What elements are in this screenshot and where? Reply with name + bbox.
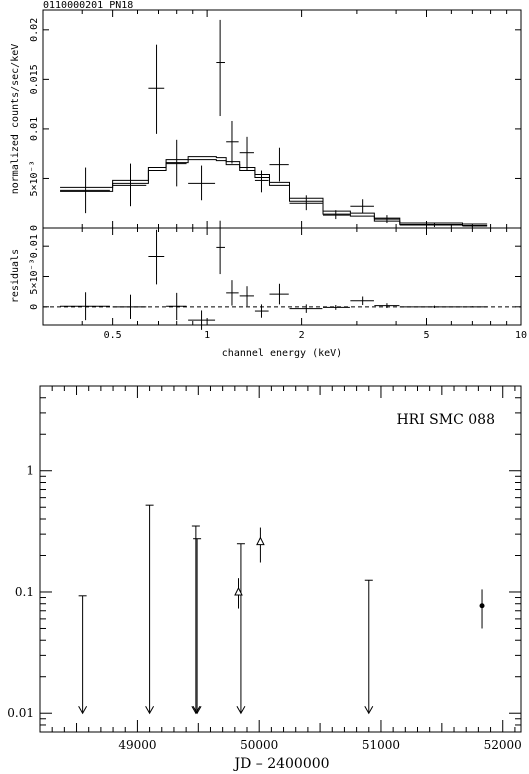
residuals-data-point <box>216 220 225 275</box>
upper-limit-arrow <box>191 705 201 715</box>
spectrum-y-tick-label: 0.01 <box>29 117 40 141</box>
residuals-data-point <box>323 304 350 310</box>
lightcurve-dot-detection <box>479 589 485 629</box>
lightcurve-triangle-detection <box>256 527 265 563</box>
residuals-data-point <box>269 283 289 305</box>
residuals-data-point <box>399 305 463 309</box>
lightcurve-upper-limit <box>364 579 374 715</box>
upper-limit-arrow <box>236 705 246 715</box>
spectrum-data-point <box>289 195 323 211</box>
lightcurve-upper-limit <box>192 538 202 715</box>
spectrum-title: 0110000201 PN18 <box>43 0 133 11</box>
lightcurve-x-tick-label: 50000 <box>240 738 278 752</box>
lightcurve-y-tick-label: 0.01 <box>7 706 34 720</box>
spectrum-data-point <box>60 167 110 214</box>
lightcurve-upper-limit <box>191 525 201 715</box>
residuals-ylabel: residuals <box>10 249 21 303</box>
spectrum-y-tick-label: 5×10⁻³ <box>29 160 40 196</box>
spectrum-data-point <box>374 215 400 224</box>
spectrum-y-ticks: 0 5×10⁻³ 0.01 0.015 0.02 <box>29 10 522 231</box>
residuals-data-point <box>350 296 374 305</box>
lightcurve-x-tick-label: 49000 <box>118 738 156 752</box>
residuals-data-point <box>289 304 323 313</box>
residuals-data-point <box>226 280 239 306</box>
residuals-data-point <box>148 229 165 285</box>
triangle-marker <box>234 586 243 596</box>
residuals-data-points <box>60 220 488 330</box>
residuals-y-tick-label: 5×10⁻³ <box>29 258 40 294</box>
spectrum-model-step-a <box>60 159 488 227</box>
lightcurve-upper-limit <box>145 504 155 715</box>
spectrum-y-tick-label: 0.02 <box>29 18 40 42</box>
spectrum-model <box>60 156 488 227</box>
spectrum-data-point <box>148 44 165 134</box>
upper-limit-arrow <box>364 705 374 715</box>
spectrum-data-point <box>254 170 269 193</box>
spectrum-data-point <box>166 139 187 187</box>
lightcurve-upper-limit <box>78 595 88 715</box>
spectrum-data-points <box>60 19 488 228</box>
spectrum-data-point <box>112 163 147 207</box>
spectrum-y-tick-label: 0 <box>29 225 40 231</box>
upper-limit-arrow <box>192 705 202 715</box>
residuals-y-tick-label: 0 <box>29 304 40 310</box>
residuals-data-point <box>60 292 110 321</box>
spectrum-frame <box>42 9 522 229</box>
spectrum-ylabel: normalized counts/sec/keV <box>10 44 21 195</box>
residuals-y-tick-label: 0.01 <box>29 234 40 258</box>
spectrum-data-point <box>239 136 254 171</box>
lightcurve-xlabel: JD – 2400000 <box>232 756 329 772</box>
lightcurve-data-points <box>78 504 485 715</box>
residuals-xlabel: channel energy (keV) <box>222 348 342 359</box>
residuals-data-point <box>112 294 147 319</box>
dot-marker <box>479 603 485 609</box>
spectrum-model-step-b <box>60 156 488 225</box>
spectrum-data-point <box>216 19 225 117</box>
residuals-x-tick-label: 0.5 <box>104 330 122 341</box>
spectrum-data-point <box>226 120 239 164</box>
upper-limit-arrow <box>145 705 155 715</box>
lightcurve-y-tick-label: 0.1 <box>15 585 34 599</box>
residuals-x-ticks: 0.5 1 2 5 10 <box>42 228 527 341</box>
upper-limit-arrow <box>78 705 88 715</box>
spectrum-data-point <box>323 210 350 220</box>
spectrum-data-point <box>462 225 488 228</box>
lightcurve-x-tick-label: 52000 <box>484 738 522 752</box>
residuals-x-tick-label: 2 <box>299 330 305 341</box>
residuals-data-point <box>462 306 488 308</box>
spectrum-data-point <box>188 165 216 201</box>
lightcurve-triangle-detection <box>234 578 243 609</box>
residuals-x-tick-label: 10 <box>515 330 527 341</box>
lightcurve-y-tick-label: 1 <box>26 464 34 478</box>
residuals-x-tick-label: 5 <box>423 330 429 341</box>
lightcurve-upper-limit <box>236 543 246 715</box>
residuals-x-tick-label: 1 <box>204 330 210 341</box>
spectrum-data-point <box>350 199 374 214</box>
residuals-data-point <box>239 286 254 307</box>
lightcurve-x-tick-label: 51000 <box>362 738 400 752</box>
spectrum-y-tick-label: 0.015 <box>29 64 40 94</box>
triangle-marker <box>256 536 265 546</box>
residuals-y-ticks: 0 5×10⁻³0.01 <box>29 234 521 310</box>
residuals-frame <box>42 227 522 326</box>
lightcurve-annotation: HRI SMC 088 <box>396 412 495 428</box>
spectrum-data-point <box>399 223 463 228</box>
lightcurve-y-ticks: 0.01 0.1 1 <box>7 385 521 733</box>
lightcurve-frame <box>39 385 522 733</box>
spectrum-data-point <box>269 147 289 182</box>
residuals-data-point <box>166 292 187 321</box>
residuals-data-point <box>254 304 269 318</box>
lightcurve-x-ticks: 49000 50000 51000 52000 <box>51 386 522 752</box>
residuals-data-point <box>374 303 400 309</box>
residuals-data-point <box>188 310 216 330</box>
